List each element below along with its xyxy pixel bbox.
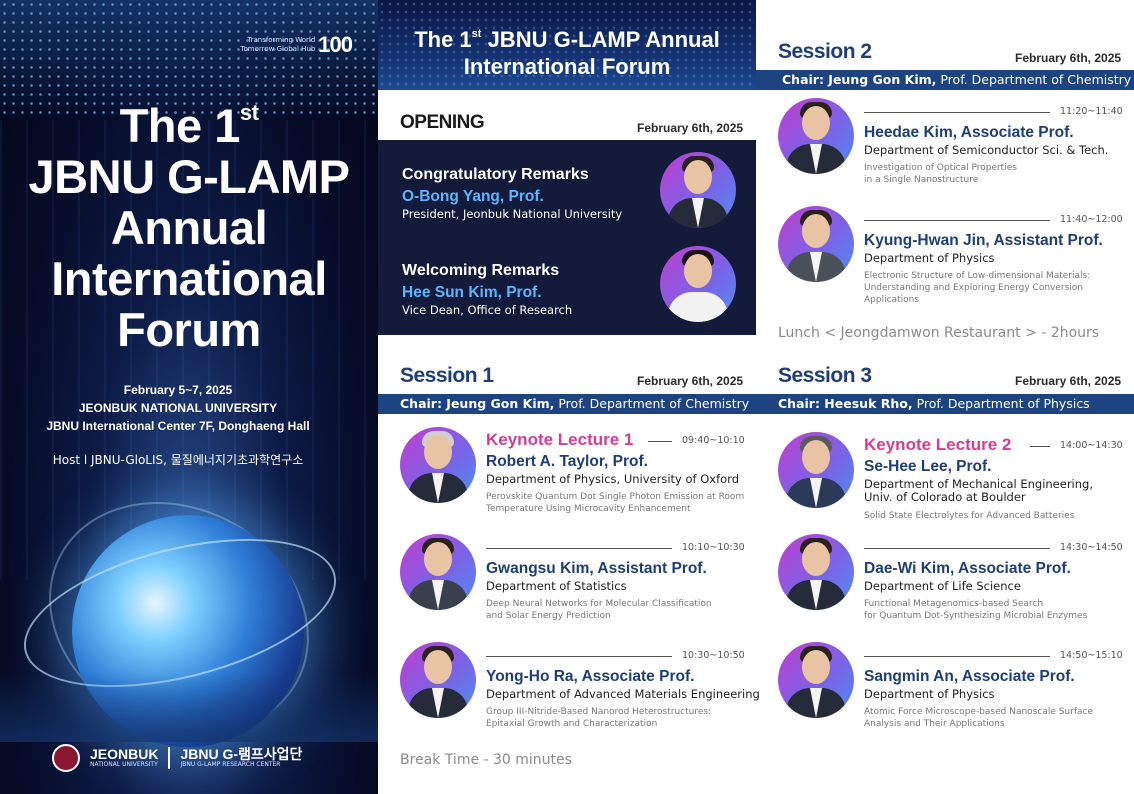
keynote-label: Keynote Lecture 2	[864, 435, 1012, 454]
speaker-department: Department of Life Science	[864, 579, 1021, 593]
talk-item: 10:30~10:50 Yong-Ho Ra, Associate Prof. …	[400, 642, 760, 742]
speaker-name: Se-Hee Lee, Prof.	[864, 458, 992, 475]
opening-speaker-role: President, Jeonbuk National University	[402, 207, 623, 221]
talk-time: 09:40~10:10	[682, 435, 745, 446]
time-rule	[648, 441, 672, 442]
university-seal-icon	[52, 744, 80, 772]
cover-dates: February 5~7, 2025	[123, 383, 233, 397]
speaker-photo	[778, 534, 854, 610]
cover-data-columns	[0, 120, 378, 580]
talk-item: 14:30~14:50 Dae-Wi Kim, Associate Prof. …	[778, 534, 1134, 634]
talk-topic: Atomic Force Microscope-based Nanoscale …	[864, 707, 1094, 729]
talk-time: 10:30~10:50	[682, 650, 745, 661]
footer-logos: JEONBUK NATIONAL UNIVERSITY JBNU G-램프사업단…	[52, 744, 302, 772]
header-dot-pattern	[378, 0, 756, 90]
talk-item: 14:50~15:10 Sangmin An, Associate Prof. …	[778, 642, 1134, 742]
speaker-photo	[400, 642, 476, 718]
cover-panel: Transforming World Tomorrow Global Hub 1…	[0, 0, 378, 794]
talk-item: 11:20~11:40 Heedae Kim, Associate Prof. …	[778, 98, 1134, 198]
speaker-name: Sangmin An, Associate Prof.	[864, 668, 1075, 685]
opening-date: February 6th, 2025	[637, 121, 744, 135]
program-title: The 1st JBNU G-LAMP Annual International…	[414, 27, 720, 79]
time-rule	[864, 112, 1050, 113]
talk-time: 14:00~14:30	[1060, 440, 1123, 451]
session3-chair-bar: Chair: Heesuk Rho, Prof. Department of P…	[756, 394, 1134, 414]
cover-host: Host l JBNU-GloLIS, 물질에너지기초과학연구소	[52, 453, 304, 467]
time-rule	[864, 656, 1050, 657]
talk-topic: Electronic Structure of Low-dimensional …	[864, 271, 1091, 305]
speaker-photo	[660, 152, 736, 228]
speaker-name: Dae-Wi Kim, Associate Prof.	[864, 560, 1071, 577]
opening-speaker-role: Vice Dean, Office of Research	[402, 303, 573, 317]
speaker-department: Department of Statistics	[486, 579, 627, 593]
anniversary-logo-text: Transforming World Tomorrow Global Hub	[240, 36, 316, 53]
talk-topic: Functional Metagenomics-based Search for…	[864, 599, 1088, 621]
speaker-photo	[400, 427, 476, 503]
speaker-name: Kyung-Hwan Jin, Assistant Prof.	[864, 232, 1103, 249]
speaker-department: Department of Physics, University of Oxf…	[486, 472, 739, 486]
speaker-name: Heedae Kim, Associate Prof.	[864, 124, 1074, 141]
speaker-photo	[660, 246, 736, 322]
cover-university: JEONBUK NATIONAL UNIVERSITY	[78, 401, 278, 415]
anniversary-number: 100	[318, 32, 353, 57]
talk-topic: Group III-Nitride-Based Nanorod Heterost…	[486, 707, 712, 729]
cover-title: The 1st JBNU G-LAMP Annual International…	[28, 99, 350, 356]
opening-title: OPENING	[400, 112, 485, 133]
talk-topic: Perovskite Quantum Dot Single Photon Emi…	[486, 492, 745, 514]
logo-divider	[168, 747, 171, 769]
opening-heading: Welcoming Remarks	[402, 262, 560, 279]
speaker-photo	[778, 642, 854, 718]
talk-item: 10:10~10:30 Gwangsu Kim, Assistant Prof.…	[400, 534, 760, 634]
time-rule	[864, 220, 1050, 221]
talk-time: 14:50~15:10	[1060, 650, 1123, 661]
opening-heading: Congratulatory Remarks	[402, 166, 589, 183]
opening-speaker-name: O-Bong Yang, Prof.	[402, 188, 544, 205]
lunch-note: Lunch < Jeongdamwon Restaurant > - 2hour…	[778, 325, 1100, 341]
time-rule	[486, 656, 672, 657]
speaker-photo	[778, 98, 854, 174]
opening-speaker-name: Hee Sun Kim, Prof.	[402, 284, 542, 301]
cover-dot-pattern	[0, 0, 378, 120]
anniversary-logo: Transforming World Tomorrow Global Hub 1…	[240, 32, 353, 58]
cover-event-info: February 5~7, 2025 JEONBUK NATIONAL UNIV…	[0, 381, 356, 435]
speaker-photo	[400, 534, 476, 610]
cover-venue: JBNU International Center 7F, Donghaeng …	[46, 419, 310, 433]
speaker-name: Gwangsu Kim, Assistant Prof.	[486, 560, 707, 577]
time-rule	[864, 548, 1050, 549]
opening-box: Congratulatory Remarks O-Bong Yang, Prof…	[378, 140, 756, 335]
talk-item: 11:40~12:00 Kyung-Hwan Jin, Assistant Pr…	[778, 206, 1134, 306]
program-header: The 1st JBNU G-LAMP Annual International…	[378, 0, 756, 90]
speaker-department: Department of Semiconductor Sci. & Tech.	[864, 143, 1109, 157]
talk-item: Keynote Lecture 1 09:40~10:10 Robert A. …	[400, 427, 760, 527]
time-rule	[1030, 446, 1050, 447]
keynote-label: Keynote Lecture 1	[486, 430, 634, 449]
speaker-name: Robert A. Taylor, Prof.	[486, 453, 648, 470]
session2-title: Session 2	[778, 40, 872, 63]
city-skyline	[0, 672, 378, 742]
speaker-name: Yong-Ho Ra, Associate Prof.	[486, 668, 695, 685]
talk-time: 10:10~10:30	[682, 542, 745, 553]
speaker-department: Department of Advanced Materials Enginee…	[486, 687, 760, 701]
session1-title: Session 1	[400, 364, 494, 387]
speaker-department: Department of Physics	[864, 251, 995, 265]
talk-time: 14:30~14:50	[1060, 542, 1123, 553]
talk-topic: Investigation of Optical Properties in a…	[864, 163, 1017, 185]
break-time-note: Break Time - 30 minutes	[400, 752, 572, 768]
session3-date: February 6th, 2025	[1015, 374, 1122, 388]
speaker-department: Department of Mechanical Engineering, Un…	[864, 477, 1094, 504]
talk-time: 11:20~11:40	[1060, 106, 1123, 117]
time-rule	[486, 548, 672, 549]
speaker-photo	[778, 206, 854, 282]
session3-title: Session 3	[778, 364, 872, 387]
talk-time: 11:40~12:00	[1060, 214, 1123, 225]
session1-chair-bar: Chair: Jeung Gon Kim, Prof. Department o…	[378, 394, 756, 414]
talk-topic: Solid State Electrolytes for Advanced Ba…	[864, 511, 1075, 521]
talk-topic: Deep Neural Networks for Molecular Class…	[486, 599, 712, 621]
talk-item: Keynote Lecture 2 14:00~14:30 Se-Hee Lee…	[778, 432, 1134, 532]
session1-date: February 6th, 2025	[637, 374, 744, 388]
speaker-photo	[778, 432, 854, 508]
speaker-department: Department of Physics	[864, 687, 995, 701]
session2-date: February 6th, 2025	[1015, 51, 1122, 65]
session2-chair-bar: Chair: Jeung Gon Kim, Prof. Department o…	[756, 70, 1134, 90]
